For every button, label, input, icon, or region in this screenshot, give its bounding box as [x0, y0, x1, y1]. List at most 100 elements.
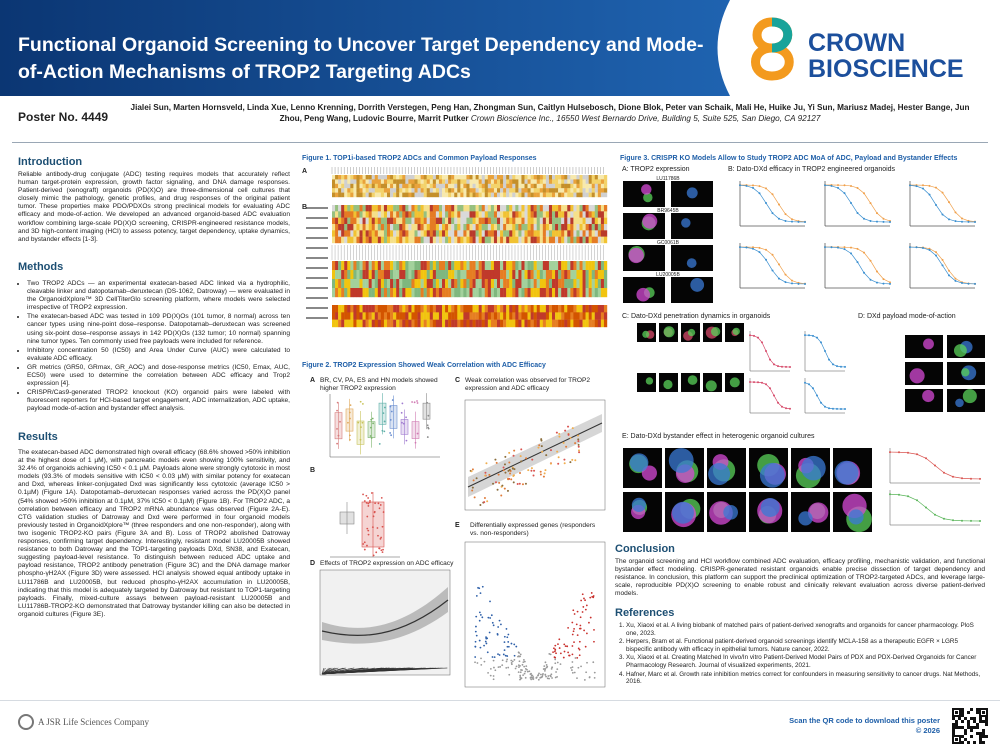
heat-cell	[408, 270, 412, 280]
heat-cell	[552, 230, 556, 237]
heat-cell	[362, 205, 366, 212]
heat-cell	[466, 319, 470, 328]
heat-cell	[414, 188, 418, 193]
heat-cell	[515, 319, 519, 328]
section-heading: Methods	[18, 261, 64, 273]
heat-cell	[552, 319, 556, 328]
heat-cell	[365, 183, 369, 189]
heat-cell	[570, 205, 574, 212]
point	[511, 660, 514, 663]
heat-cell	[347, 312, 351, 320]
point	[489, 667, 492, 670]
heat-cell	[423, 179, 427, 184]
heat-cell	[558, 236, 562, 244]
heat-cell	[506, 179, 510, 184]
heat-cell	[552, 312, 556, 320]
heat-cell	[383, 312, 388, 320]
heat-cell	[411, 183, 415, 189]
heat-cell	[417, 217, 421, 225]
heat-cell	[341, 230, 345, 237]
heat-cell	[435, 179, 440, 184]
point	[480, 663, 483, 666]
heat-cell	[399, 270, 403, 280]
heat-cell	[518, 179, 522, 184]
heat-cell	[545, 288, 550, 298]
point	[542, 668, 545, 670]
heat-cell	[524, 230, 528, 237]
heat-cell	[356, 205, 360, 212]
heat-cell	[530, 319, 534, 328]
heat-cell	[460, 305, 464, 313]
heat-cell	[561, 217, 565, 225]
heat-cell	[524, 224, 528, 231]
heat-cell	[383, 192, 388, 198]
heat-cell	[466, 217, 470, 225]
heat-cell	[570, 183, 574, 189]
point	[521, 483, 524, 486]
heat-cell	[582, 179, 586, 184]
heat-cell	[478, 192, 482, 198]
heat-cell	[603, 230, 608, 237]
heat-cell	[405, 319, 409, 328]
heat-cell	[579, 188, 583, 193]
heat-cell	[429, 305, 434, 313]
heat-cell	[533, 230, 537, 237]
heat-cell	[524, 279, 528, 289]
heat-cell	[460, 319, 464, 328]
heat-cell	[408, 230, 412, 237]
point	[571, 621, 574, 624]
heat-cell	[359, 179, 363, 184]
heat-cell	[460, 279, 464, 289]
point	[375, 551, 378, 554]
point	[362, 543, 365, 545]
heat-cell	[371, 224, 375, 231]
point	[497, 666, 500, 669]
heat-cell	[362, 261, 366, 271]
heat-cell	[490, 270, 495, 280]
heat-cell	[383, 261, 388, 271]
heat-cell	[558, 183, 562, 189]
heat-cell	[408, 279, 412, 289]
heat-cell	[463, 319, 467, 328]
heat-cell	[475, 288, 479, 298]
heat-cell	[432, 236, 437, 244]
heat-cell	[374, 288, 379, 298]
heat-cell	[518, 288, 522, 298]
copyright: © 2026	[915, 726, 940, 735]
point	[508, 451, 511, 454]
heat-cell	[390, 217, 394, 225]
heat-cell	[490, 288, 495, 298]
point	[551, 677, 553, 679]
heat-cell	[338, 319, 342, 328]
heat-cell	[362, 224, 366, 231]
heat-cell	[521, 236, 525, 244]
heat-cell	[548, 183, 553, 189]
heat-cell	[533, 305, 537, 313]
point	[366, 527, 369, 530]
heat-cell	[521, 179, 525, 184]
heat-cell	[591, 230, 595, 237]
heat-cell	[463, 305, 467, 313]
point	[571, 458, 574, 461]
heat-cell	[597, 188, 602, 193]
point	[577, 434, 580, 437]
point	[577, 445, 580, 448]
point	[566, 645, 569, 648]
point	[369, 426, 372, 429]
qr-module	[973, 726, 976, 729]
heat-cell	[451, 305, 455, 313]
organoid	[681, 218, 691, 228]
heat-cell	[585, 261, 589, 271]
heat-cell	[332, 270, 336, 280]
heat-cell	[460, 188, 464, 193]
box	[389, 405, 398, 429]
heat-cell	[460, 183, 464, 189]
heat-cell	[478, 319, 482, 328]
heat-cell	[374, 217, 379, 225]
point	[383, 430, 386, 433]
heat-cell	[423, 211, 427, 218]
heat-cell	[600, 288, 605, 298]
heat-cell	[518, 188, 522, 193]
box	[367, 421, 376, 438]
heat-cell	[493, 188, 498, 193]
